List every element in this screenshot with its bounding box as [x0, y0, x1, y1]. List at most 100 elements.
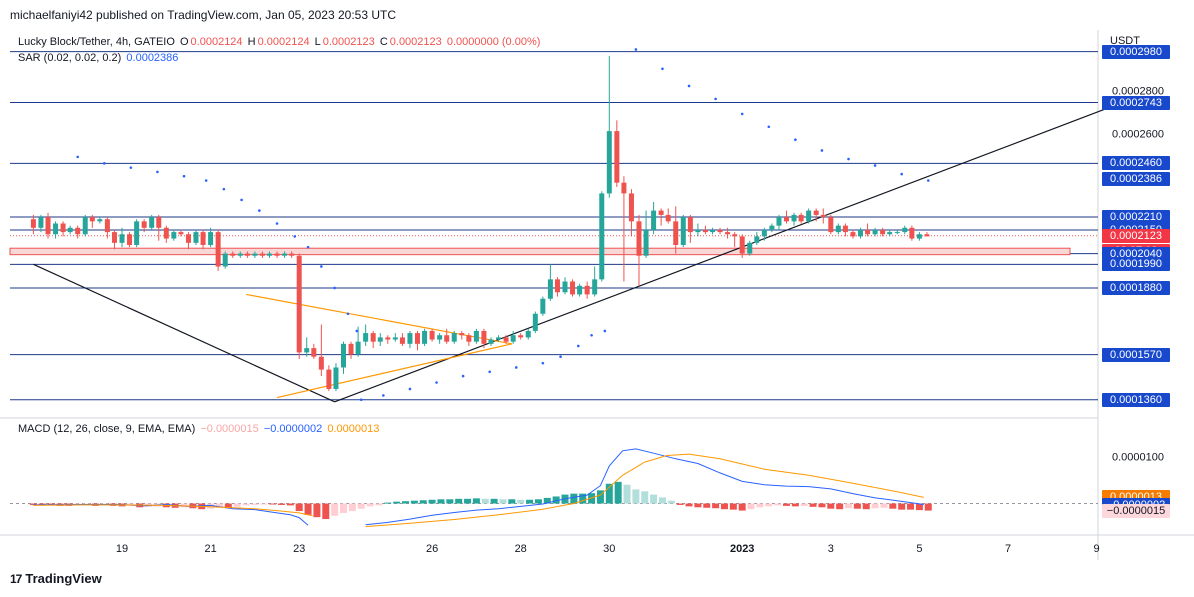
- macd-histogram-bar: [871, 503, 879, 509]
- sar-dot: [603, 329, 607, 333]
- macd-histogram-bar: [340, 503, 347, 513]
- sar-dot: [541, 361, 545, 365]
- macd-histogram-bar: [251, 503, 259, 505]
- sar-dot: [576, 344, 580, 348]
- sar-dot: [873, 164, 877, 167]
- candle-body: [67, 227, 73, 233]
- signal-line: [33, 504, 313, 517]
- sar-dot: [408, 387, 412, 391]
- candle-body: [695, 229, 701, 233]
- macd-histogram-bar: [481, 498, 489, 504]
- macd-histogram-bar: [747, 503, 755, 510]
- candle-body: [215, 232, 221, 267]
- candle-body: [399, 337, 405, 344]
- candle-body: [282, 253, 288, 256]
- macd-histogram-bar: [720, 503, 728, 510]
- candle-body: [429, 330, 435, 340]
- candle-body: [178, 232, 184, 235]
- trendline: [334, 98, 1133, 403]
- candle-body: [370, 333, 376, 342]
- ohlc-open-label: O: [179, 36, 189, 48]
- candle-body: [267, 253, 273, 256]
- candle-body: [82, 217, 88, 235]
- sar-dot: [820, 149, 824, 152]
- macd-pane: [10, 448, 1098, 528]
- candle-body: [407, 333, 413, 344]
- sar-dot: [204, 179, 208, 182]
- candle-body: [392, 337, 398, 340]
- candle-body: [481, 330, 487, 344]
- time-tick-label: 19: [116, 543, 128, 555]
- price-axis-label: 0.0002743: [1102, 95, 1170, 110]
- macd-histogram-bar: [464, 498, 472, 504]
- candle-body: [510, 335, 516, 342]
- ohlc-high-label: H: [247, 36, 256, 48]
- sar-dot: [333, 286, 336, 290]
- candle-body: [865, 229, 871, 235]
- sar-dot: [900, 172, 903, 176]
- candle-body: [554, 279, 560, 293]
- candle-body: [813, 210, 819, 215]
- currency-label: USDT: [1110, 35, 1140, 47]
- candle-body: [385, 337, 391, 340]
- price-tick-label: 0.0002600: [1112, 128, 1164, 140]
- candle-body: [776, 217, 782, 226]
- sar-dot: [461, 374, 465, 378]
- macd-histogram-bar: [508, 499, 516, 504]
- candle-body: [872, 229, 878, 235]
- candle-body: [894, 232, 900, 234]
- macd-label[interactable]: MACD (12, 26, close, 9, EMA, EMA): [18, 423, 196, 435]
- macd-histogram-bar: [233, 503, 241, 507]
- macd-histogram-bar: [738, 503, 746, 511]
- candle-body: [687, 217, 693, 233]
- candle-body: [651, 210, 657, 230]
- sar-dot: [258, 209, 261, 212]
- candle-body: [621, 182, 627, 194]
- ohlc-high: 0.0002124: [257, 36, 310, 48]
- sar-dot: [182, 174, 186, 178]
- price-axis-label: 0.0002123: [1102, 228, 1170, 243]
- macd-histogram-bar: [455, 498, 463, 504]
- candle-body: [75, 227, 81, 235]
- macd-histogram-bar: [224, 503, 232, 509]
- macd-histogram-bar: [534, 499, 542, 504]
- macd-histogram-bar: [384, 502, 392, 504]
- macd-histogram-bar: [357, 503, 365, 509]
- candle-body: [274, 253, 280, 256]
- candle-body: [89, 217, 95, 222]
- macd-tick-label: 0.0000100: [1112, 451, 1164, 463]
- sar-dot: [293, 235, 297, 238]
- macd-histogram-bar: [446, 499, 454, 504]
- sar-dot: [740, 112, 744, 116]
- candle-body: [230, 253, 236, 256]
- sar-legend: SAR (0.02, 0.02, 0.2) 0.0002386: [18, 52, 180, 64]
- sar-dot: [559, 355, 562, 359]
- price-axis-label: 0.0001570: [1102, 347, 1170, 362]
- candle-body: [710, 229, 716, 233]
- macd-histogram-bar: [853, 503, 861, 509]
- symbol-title[interactable]: Lucky Block/Tether, 4h, GATEIO: [18, 36, 175, 48]
- candle-body: [111, 232, 117, 243]
- candle-body: [326, 369, 332, 389]
- macd-histogram-bar: [614, 481, 622, 504]
- tradingview-logo[interactable]: 17 TradingView: [10, 571, 102, 586]
- candle-body: [451, 333, 457, 342]
- sar-dot: [847, 157, 850, 161]
- sar-dot: [240, 198, 243, 202]
- candle-body: [592, 279, 598, 295]
- sar-label[interactable]: SAR (0.02, 0.02, 0.2): [18, 52, 122, 64]
- sar-dots: [76, 48, 930, 402]
- sar-dot: [76, 155, 79, 159]
- price-tick-label: 0.0002800: [1112, 85, 1164, 97]
- macd-histogram-bar: [623, 484, 631, 504]
- time-tick-label: 5: [916, 543, 922, 555]
- candle-body: [444, 335, 450, 342]
- candle-body: [496, 337, 502, 340]
- candle-body: [577, 285, 583, 295]
- candle-body: [38, 217, 44, 228]
- candle-body: [30, 219, 36, 228]
- macd-histogram-bar: [774, 503, 782, 506]
- candle-body: [377, 337, 383, 342]
- horizontal-levels: [10, 51, 1098, 401]
